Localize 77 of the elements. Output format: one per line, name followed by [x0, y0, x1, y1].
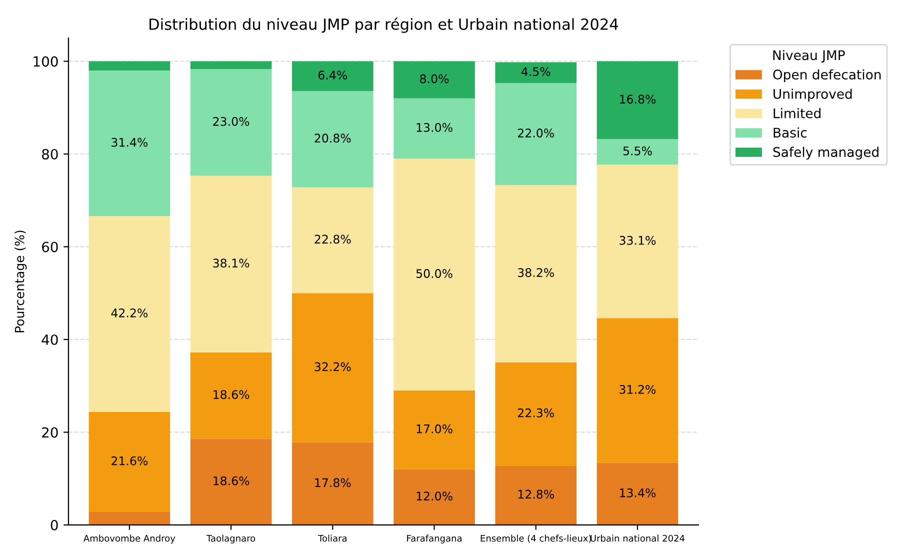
bar	[292, 442, 374, 525]
bar	[292, 61, 374, 91]
bar	[190, 69, 272, 176]
data-label: 8.0%	[420, 74, 449, 84]
data-label: 50.0%	[416, 269, 452, 278]
bar	[190, 176, 272, 352]
bar	[394, 390, 475, 470]
bar	[394, 61, 475, 98]
data-label: 17.8%	[315, 478, 351, 488]
bar	[596, 462, 678, 525]
bar	[394, 98, 475, 159]
data-label: 18.6%	[214, 476, 250, 486]
data-label: 33.1%	[620, 236, 656, 245]
bar	[495, 83, 577, 186]
x-tick-label: Ensemble (4 chefs-lieux)	[480, 534, 591, 543]
x-tick-label: Toliara	[318, 534, 346, 542]
x-tick-label: Urbain national 2024	[590, 534, 685, 542]
bar	[88, 216, 170, 412]
data-label: 12.0%	[416, 492, 452, 501]
y-tick-label: 80	[42, 148, 58, 160]
legend-label: Open defecation	[773, 69, 881, 82]
bar	[88, 412, 170, 512]
data-label: 20.8%	[314, 134, 351, 143]
bar	[596, 61, 678, 140]
data-label: 32.2%	[314, 362, 351, 372]
bar	[88, 70, 170, 216]
y-axis-title: Pourcentage (%)	[14, 230, 27, 332]
bar	[495, 62, 577, 84]
x-tick-label: Taolagnaro	[206, 534, 256, 544]
legend-label: Unimproved	[774, 88, 852, 102]
data-label: 22.0%	[518, 128, 554, 138]
bar	[292, 187, 374, 294]
bar	[596, 139, 678, 165]
x-tick-label: Farafangana	[407, 534, 462, 544]
bar	[190, 61, 272, 70]
bar	[495, 185, 577, 362]
data-label: 16.8%	[620, 94, 656, 104]
data-label: 6.4%	[318, 70, 347, 80]
data-label: 17.0%	[416, 424, 452, 434]
bar	[495, 362, 577, 466]
data-label: 38.2%	[518, 268, 554, 278]
data-label: 5.5%	[623, 146, 652, 156]
data-label: 18.6%	[214, 390, 250, 400]
bar	[88, 512, 170, 525]
legend-title: Niveau JMP	[773, 50, 845, 63]
data-label: 23.0%	[213, 116, 250, 126]
legend-label: Safely managed	[773, 146, 878, 160]
bar	[292, 90, 374, 188]
data-label: 4.5%	[521, 67, 550, 76]
data-label: 22.8%	[314, 234, 351, 244]
data-label: 13.0%	[416, 122, 452, 132]
data-label: 12.8%	[518, 490, 554, 499]
bar	[190, 352, 272, 439]
y-tick-label: 100	[34, 56, 58, 67]
x-tick-label: Ambovombe Androy	[83, 534, 176, 544]
data-label: 31.4%	[112, 138, 148, 147]
bar	[292, 293, 374, 442]
data-label: 13.4%	[620, 488, 656, 498]
legend-label: Basic	[774, 127, 807, 138]
chart-title: Distribution du niveau JMP par région et Urbain national 2024	[150, 18, 618, 33]
bar	[596, 318, 678, 463]
data-label: 42.2%	[111, 308, 148, 318]
bar	[190, 438, 272, 525]
y-tick-label: 0	[50, 520, 58, 530]
bar	[394, 158, 475, 390]
bar	[394, 469, 475, 525]
data-label: 38.1%	[213, 258, 250, 268]
bar	[596, 164, 678, 318]
legend-label: Limited	[774, 108, 820, 118]
bar	[495, 466, 577, 525]
y-tick-label: 40	[42, 334, 58, 345]
data-label: 21.6%	[112, 456, 148, 466]
y-tick-label: 60	[42, 242, 58, 252]
bar	[88, 61, 170, 71]
y-tick-label: 20	[42, 427, 58, 438]
data-label: 31.2%	[620, 384, 656, 394]
data-label: 22.3%	[518, 408, 554, 418]
